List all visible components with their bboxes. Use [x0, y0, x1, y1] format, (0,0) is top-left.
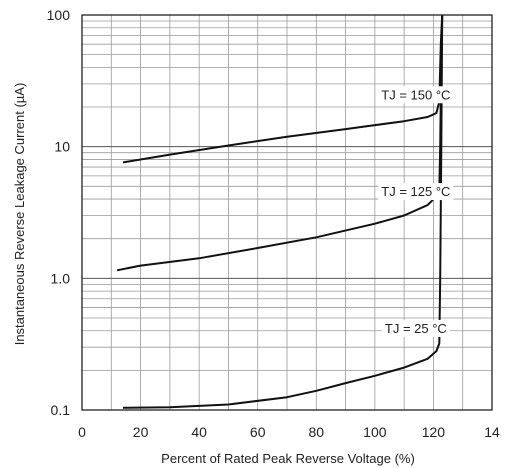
- plot-frame: [81, 14, 493, 411]
- x-tick-label: 120: [422, 424, 446, 440]
- x-tick-label: 20: [133, 424, 149, 440]
- series-lines: [116, 14, 444, 409]
- y-tick-label: 0.1: [51, 402, 71, 418]
- x-tick-label: 14: [484, 424, 500, 440]
- y-tick-label: 100: [47, 7, 71, 23]
- series-label-background: [378, 183, 454, 201]
- x-tick-label: 60: [250, 424, 266, 440]
- x-tick-label: 100: [363, 424, 387, 440]
- series-label-3: TJ = 25 °C: [385, 321, 447, 336]
- series-line-3: [122, 14, 444, 409]
- series-line-1: [122, 14, 444, 164]
- y-tick-label: 10: [54, 139, 70, 155]
- series-label-1: TJ = 150 °C: [381, 87, 450, 102]
- series-label-2: TJ = 125 °C: [381, 184, 450, 199]
- x-tick-label: 80: [308, 424, 324, 440]
- series-line-2: [116, 14, 444, 272]
- tick-labels: 0 20 40 60 80 100 120 14 0.1 1.0 10 100: [47, 7, 500, 440]
- y-axis-title: Instantaneous Reverse Leakage Current (µ…: [12, 83, 27, 346]
- series-label-background: [378, 86, 454, 104]
- series-label-background: [381, 319, 450, 337]
- grid: [82, 15, 492, 410]
- y-tick-label: 1.0: [51, 270, 71, 286]
- x-tick-label: 0: [78, 424, 86, 440]
- x-axis-title: Percent of Rated Peak Reverse Voltage (%…: [161, 451, 415, 466]
- x-tick-label: 40: [191, 424, 207, 440]
- series-labels: TJ = 150 °C TJ = 125 °C TJ = 25 °C: [378, 86, 454, 337]
